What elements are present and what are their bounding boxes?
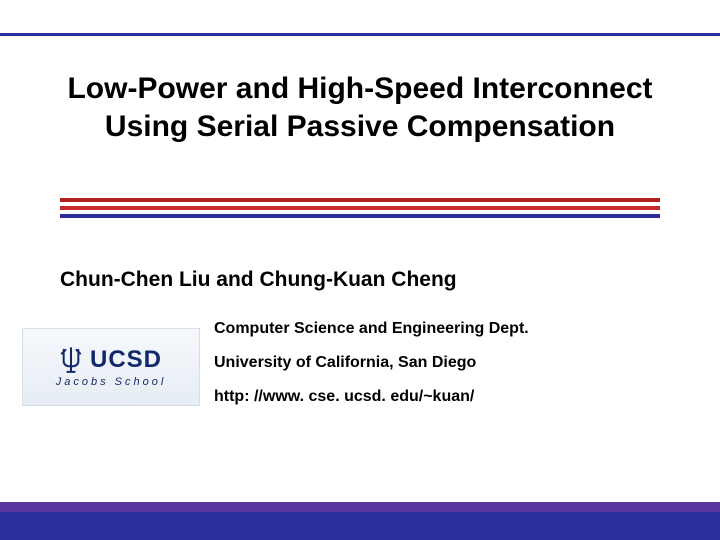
title-line-1: Low-Power and High-Speed Interconnect [24,70,696,108]
bottom-bar [0,512,720,540]
trident-icon [60,346,82,374]
logo-text: UCSD [90,346,162,374]
top-band [0,0,720,36]
slide-title: Low-Power and High-Speed Interconnect Us… [24,70,696,145]
department-line: Computer Science and Engineering Dept. [214,320,690,338]
url-line: http: //www. cse. ucsd. edu/~kuan/ [214,388,690,406]
ucsd-logo: UCSD Jacobs School [22,328,200,406]
title-line-2: Using Serial Passive Compensation [24,108,696,146]
rule-blue [60,214,660,218]
bottom-accent-bar [0,502,720,512]
rule-red-2 [60,206,660,210]
authors-line: Chun-Chen Liu and Chung-Kuan Cheng [60,268,457,292]
university-line: University of California, San Diego [214,354,690,372]
divider-rules [60,198,660,222]
rule-red-1 [60,198,660,202]
affiliation-block: Computer Science and Engineering Dept. U… [214,320,690,406]
logo-subtext: Jacobs School [56,376,167,388]
